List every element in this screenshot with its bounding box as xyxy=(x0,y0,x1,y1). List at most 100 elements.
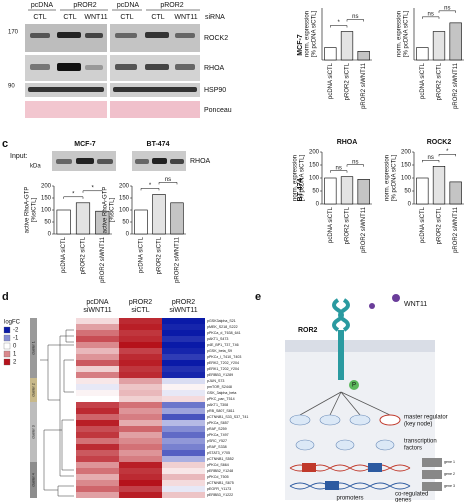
heatmap-cell xyxy=(76,396,119,402)
y-tick-label: 50 xyxy=(122,220,129,226)
node xyxy=(289,414,311,426)
gene-label: gene 1 xyxy=(444,460,455,464)
row-label: pCTNNB1_S33_S37_T41 xyxy=(207,415,248,419)
band xyxy=(85,33,103,38)
y-tick-label: 0 xyxy=(316,202,320,208)
row-label: pPKCa_d_T638_641 xyxy=(207,331,241,335)
membrane xyxy=(285,340,435,352)
y-tick-label: 150 xyxy=(119,196,130,202)
bar xyxy=(357,179,370,205)
heatmap-cell xyxy=(162,342,205,348)
legend-swatch xyxy=(3,350,11,358)
bracket xyxy=(346,164,364,167)
bracket xyxy=(346,19,364,22)
key-node xyxy=(379,414,401,426)
row-label: pERBB2_Y1248 xyxy=(207,469,233,473)
band xyxy=(76,158,94,164)
band xyxy=(113,87,197,92)
legend-swatch xyxy=(3,326,11,334)
bar xyxy=(324,177,337,205)
bracket xyxy=(422,16,440,19)
promoter xyxy=(368,463,382,472)
y-axis-label: [% pcDNA siCTL] xyxy=(312,11,318,58)
bracket xyxy=(422,160,440,163)
genes-label: co-regulated xyxy=(395,492,428,498)
bar xyxy=(416,47,429,61)
sirna-label: CTL xyxy=(120,14,133,21)
input-label: Input: xyxy=(10,153,28,160)
heatmap-cell xyxy=(119,468,162,474)
row-label: pERK1_T202_Y204 xyxy=(207,367,239,371)
heatmap-cell xyxy=(119,426,162,432)
y-tick-label: 200 xyxy=(309,150,320,156)
panel-letter: c xyxy=(2,138,8,150)
annotation: * xyxy=(337,20,340,26)
kda-label: kDa xyxy=(30,164,41,170)
heatmap-cell xyxy=(119,336,162,342)
cluster-bar xyxy=(30,402,37,462)
bar xyxy=(170,202,184,235)
row-label: pPKCd_T505 xyxy=(207,475,229,479)
heatmap-cell xyxy=(76,474,119,480)
heatmap-cell xyxy=(162,438,205,444)
heatmap-cell xyxy=(76,318,119,324)
panel-letter: e xyxy=(255,291,261,303)
cluster-bar xyxy=(30,462,37,498)
bar xyxy=(432,166,446,205)
band xyxy=(30,33,50,38)
heatmap-cell xyxy=(119,372,162,378)
x-tick-label: pcDNA siCTL xyxy=(328,206,334,243)
heatmap-cell xyxy=(76,336,119,342)
heatmap-cell xyxy=(76,372,119,378)
node xyxy=(349,414,371,426)
band xyxy=(145,64,169,70)
band xyxy=(56,159,72,164)
y-tick-label: 100 xyxy=(119,208,130,214)
legend-label: 0 xyxy=(13,344,17,350)
tf xyxy=(335,439,355,451)
phospho-label: P xyxy=(352,383,356,389)
sirna-label: WNT11 xyxy=(84,14,107,21)
row-label: pPKCa_S657 xyxy=(207,421,229,425)
x-tick-label: pROR2 siWNT11 xyxy=(361,62,367,109)
y-tick-label: 100 xyxy=(41,208,52,214)
heatmap-cell xyxy=(162,420,205,426)
group-label: pROR2 xyxy=(160,2,183,9)
bar xyxy=(340,31,354,61)
row-label: pGSK_beta_S9 xyxy=(207,349,232,353)
row-label: pCTNNB1_S675 xyxy=(207,481,234,485)
heatmap-cell xyxy=(119,456,162,462)
receptor-stem xyxy=(338,330,344,380)
gene-box xyxy=(422,458,442,467)
row-label: pGSK3alpha_S21 xyxy=(207,319,236,323)
column-header: siWNT11 xyxy=(83,307,111,314)
heatmap-cell xyxy=(76,450,119,456)
row-label: pRB_S807_S811 xyxy=(207,409,235,413)
group-label: pcDNA xyxy=(117,2,140,9)
cell-line: BT-474 xyxy=(297,178,304,201)
heatmap-cell xyxy=(162,330,205,336)
row-label: pRAF_S259 xyxy=(207,427,227,431)
ligand xyxy=(392,294,400,302)
ligand xyxy=(369,303,375,309)
promoters-label: promoters xyxy=(336,496,363,502)
heatmap-cell xyxy=(76,432,119,438)
heatmap-cell xyxy=(162,402,205,408)
band xyxy=(85,65,103,70)
bracket xyxy=(63,196,84,199)
row-label: pAKT1_T308 xyxy=(207,403,228,407)
annotation: ns xyxy=(352,14,358,20)
x-tick-label: pROR2 siCTL xyxy=(437,206,443,244)
dna xyxy=(289,482,411,490)
y-axis-label: active RhoA-GTP xyxy=(103,187,109,234)
marker: 170 xyxy=(8,30,19,36)
sirna-label: WNT11 xyxy=(174,14,197,21)
column-header: pROR2 xyxy=(129,299,152,306)
annotation: * xyxy=(72,191,75,197)
row-label: pCTNNB1_S552 xyxy=(207,457,234,461)
column-header: siWNT11 xyxy=(169,307,197,314)
heatmap-cell xyxy=(162,384,205,390)
heatmap-cell xyxy=(119,348,162,354)
heatmap-cell xyxy=(76,378,119,384)
heatmap-cell xyxy=(119,402,162,408)
